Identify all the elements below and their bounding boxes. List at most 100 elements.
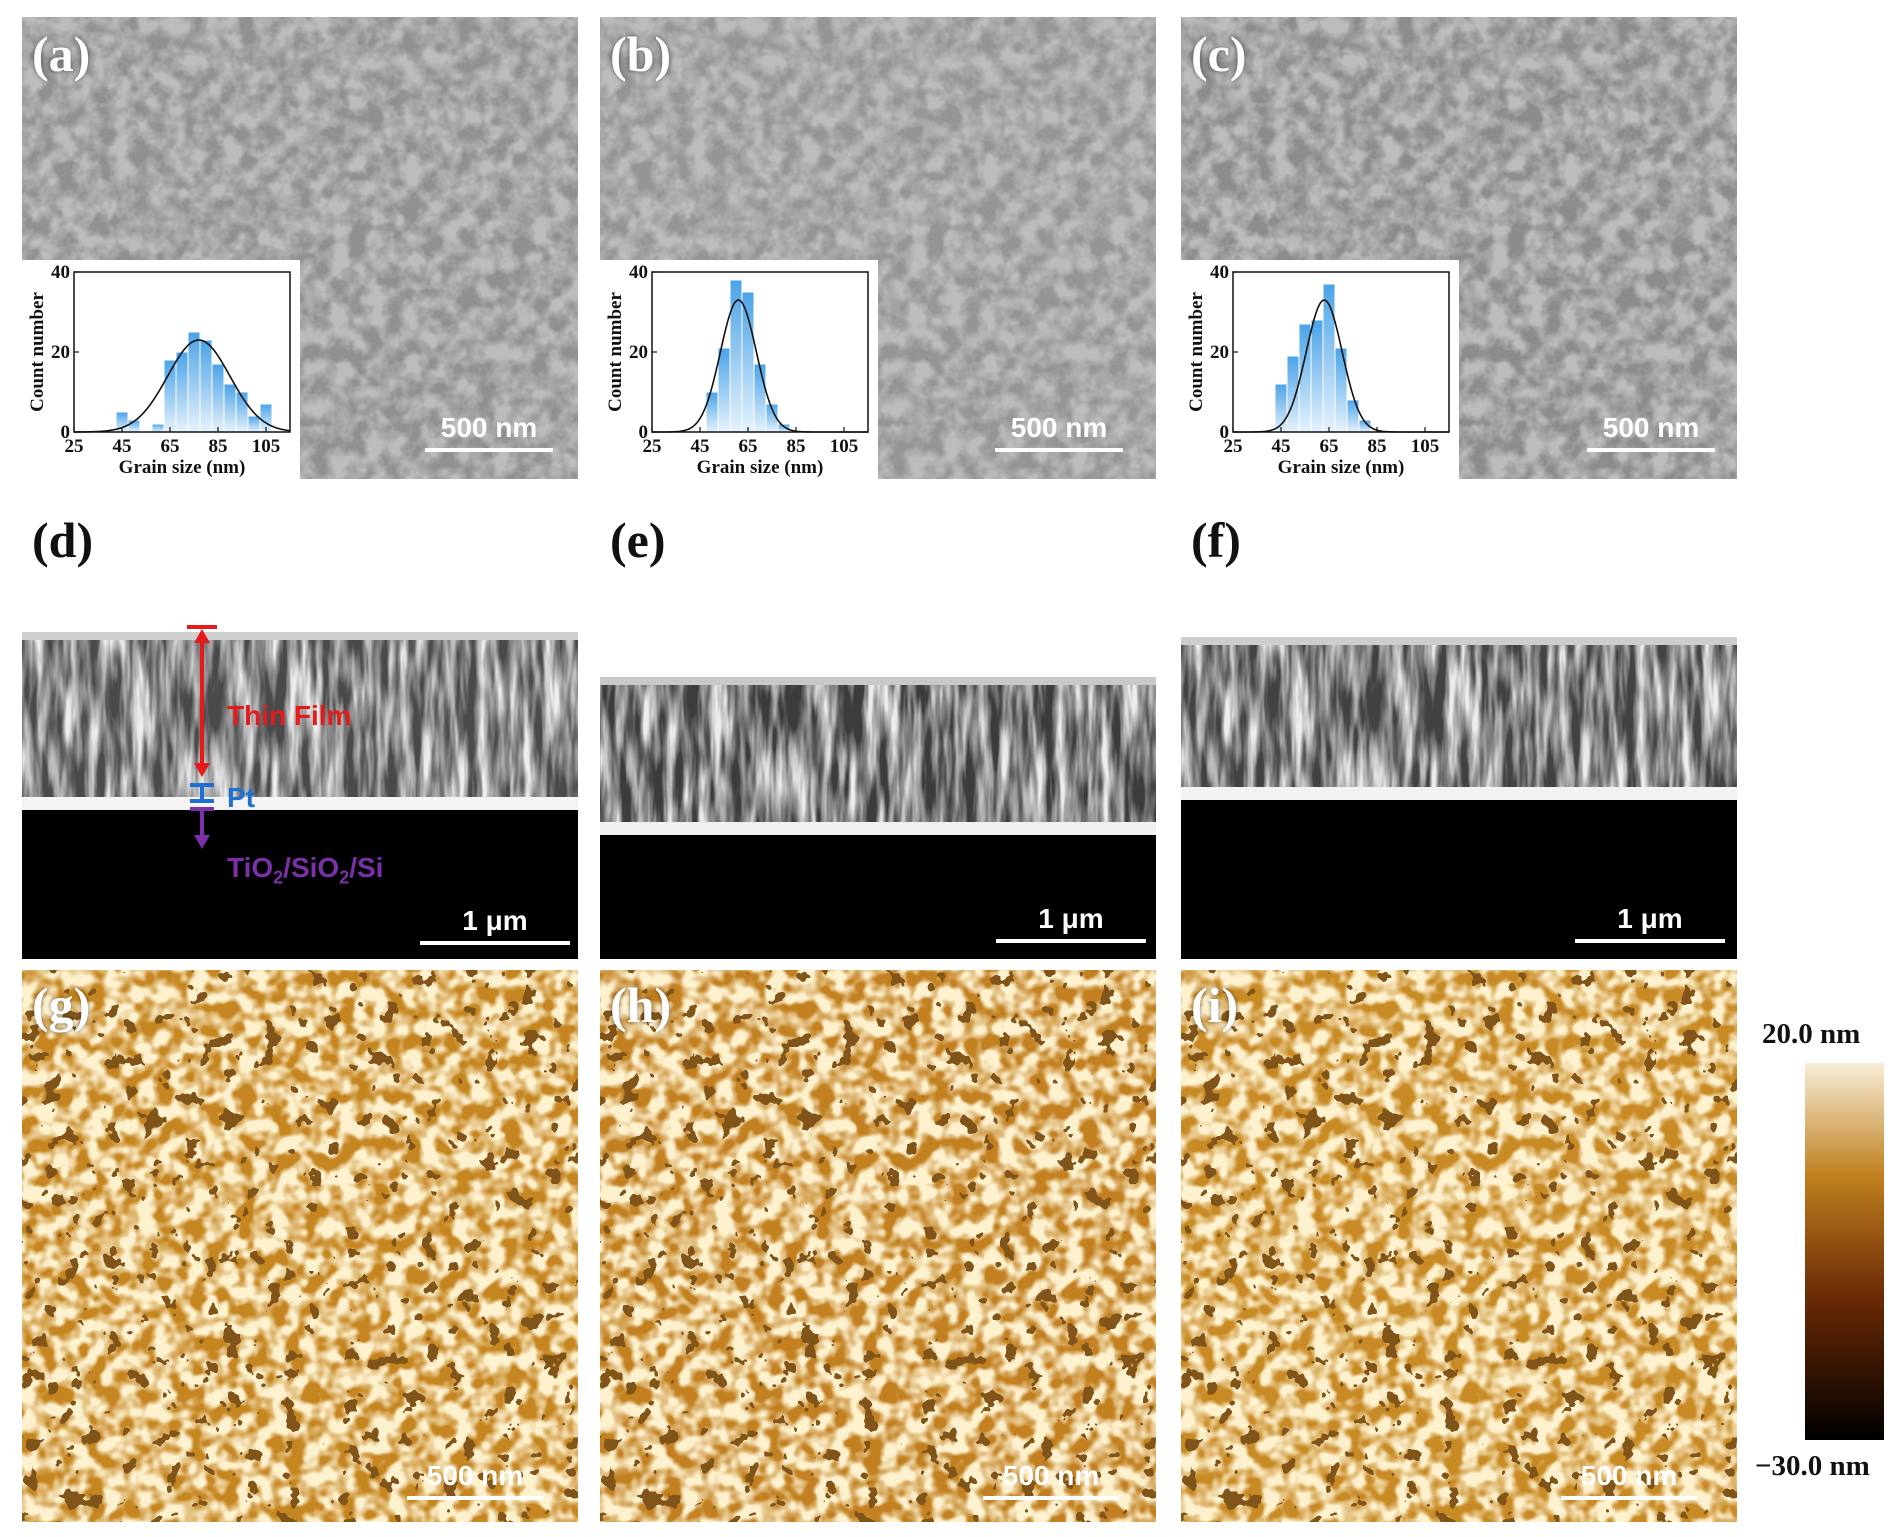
histogram-bar [223, 383, 237, 433]
x-tick-label: 65 [739, 436, 758, 457]
histogram-svg: 25 45 65 85 105 0 20 40 Grain size (nm) Count num… [27, 262, 291, 478]
cross-section-panel-f: (f) 1 μm [1181, 497, 1737, 959]
histogram-bar [1334, 347, 1348, 433]
histogram-bar [1346, 399, 1360, 433]
afm-panel-g: (g) 500 nm [22, 970, 578, 1522]
x-axis-label: Grain size (nm) [1278, 457, 1405, 478]
scale-bar-label: 500 nm [1602, 412, 1700, 443]
grain-size-histogram: 25 45 65 85 105 0 20 40 Grain size (nm) Count num… [22, 260, 300, 479]
panel-label: (i) [1191, 977, 1239, 1033]
y-tick-label: 0 [61, 422, 71, 443]
histogram-bar [1286, 355, 1300, 433]
height-colorbar [1805, 1063, 1884, 1440]
y-tick-label: 20 [629, 342, 648, 363]
x-axis-label: Grain size (nm) [697, 457, 824, 478]
scale-bar-line [1575, 939, 1725, 943]
afm-image [600, 970, 1156, 1522]
panel-label: (h) [610, 977, 672, 1033]
cross-section-image [22, 497, 578, 959]
cross-section-image [1181, 497, 1737, 959]
scale-bar-line [425, 448, 553, 452]
x-tick-label: 105 [1411, 436, 1440, 457]
afm-image [22, 970, 578, 1522]
grain-size-histogram: 25 45 65 85 105 0 20 40 Grain size (nm) Count num… [600, 260, 878, 479]
panel-label: (b) [610, 26, 672, 82]
panel-label: (d) [32, 512, 94, 568]
pt-marker [190, 783, 214, 803]
sem-panel-c: (c) 25 45 65 85 105 0 20 40 Grain size (nm) Count… [1181, 17, 1737, 479]
cross-section-panel-e: (e) 1 μm [600, 497, 1156, 959]
scale-bar-label: 500 nm [1010, 412, 1108, 443]
scale-bar-label: 500 nm [426, 1460, 524, 1491]
scale-bar-label: 500 nm [1002, 1460, 1100, 1491]
scale-bar-line [407, 1496, 543, 1500]
scale-bar-line [420, 941, 570, 945]
histogram-bar [705, 391, 719, 433]
pt-label: Pt [227, 782, 255, 813]
scale-bar: 1 μm [996, 903, 1146, 943]
thin-film-label: Thin Film [227, 700, 352, 731]
x-tick-label: 85 [787, 436, 806, 457]
x-tick-label: 45 [691, 436, 710, 457]
scale-bar-label: 500 nm [440, 412, 538, 443]
scale-bar-line [1561, 1496, 1697, 1500]
x-tick-label: 105 [252, 436, 281, 457]
sem-image [600, 17, 1156, 479]
histogram-bar [741, 291, 755, 433]
scale-bar-line [1587, 448, 1715, 452]
cross-section-panel-d: (d) Thin Film Pt TiO2/SiO2/Si 1 μm [22, 497, 578, 959]
scale-bar: 500 nm [1587, 412, 1715, 452]
afm-image [1181, 970, 1737, 1522]
histogram-bar [1310, 319, 1324, 433]
x-tick-label: 65 [1320, 436, 1339, 457]
y-tick-label: 0 [639, 422, 649, 443]
colorbar-min-label: −30.0 nm [1755, 1450, 1870, 1482]
sem-panel-b: (b) 25 45 65 85 105 0 20 40 Grain size (nm) Count… [600, 17, 1156, 479]
panel-label: (a) [32, 26, 91, 82]
histogram-bar [729, 279, 743, 433]
sem-image [22, 17, 578, 479]
y-axis-label: Count number [605, 292, 626, 412]
x-tick-label: 25 [1224, 436, 1243, 457]
x-tick-label: 25 [65, 436, 84, 457]
x-tick-label: 45 [113, 436, 132, 457]
histogram-bar [187, 331, 201, 433]
y-tick-label: 40 [629, 262, 648, 283]
gaussian-fit-curve [74, 339, 291, 433]
y-tick-label: 0 [1220, 422, 1230, 443]
scale-bar-label: 1 μm [1038, 903, 1104, 934]
x-tick-label: 45 [1272, 436, 1291, 457]
substrate-label: TiO2/SiO2/Si [227, 852, 384, 888]
scale-bar: 500 nm [995, 412, 1123, 452]
scale-bar-line [995, 448, 1123, 452]
x-tick-label: 105 [830, 436, 859, 457]
cross-section-image [600, 497, 1156, 959]
y-tick-label: 20 [51, 342, 70, 363]
afm-panel-h: (h) 500 nm [600, 970, 1156, 1522]
y-axis-label: Count number [27, 292, 48, 412]
afm-panel-i: (i) 500 nm [1181, 970, 1737, 1522]
colorbar-max-label: 20.0 nm [1762, 1018, 1861, 1050]
thin-film-arrow [187, 625, 217, 777]
panel-label: (c) [1191, 26, 1247, 82]
scale-bar: 500 nm [407, 1460, 543, 1500]
scale-bar-label: 500 nm [1580, 1460, 1678, 1491]
scale-bar: 1 μm [420, 905, 570, 945]
sem-panel-a: (a) 25 45 65 85 105 0 20 40 Grain size (nm) Count… [22, 17, 578, 479]
panel-label: (g) [32, 977, 91, 1033]
scale-bar: 1 μm [1575, 903, 1725, 943]
histogram-bar [175, 351, 189, 433]
x-tick-label: 85 [1368, 436, 1387, 457]
substrate-arrow [190, 807, 214, 849]
layer-arrows [187, 625, 217, 849]
scale-bar-line [996, 939, 1146, 943]
y-axis-label: Count number [1186, 292, 1207, 412]
y-tick-label: 40 [51, 262, 70, 283]
scale-bar: 500 nm [1561, 1460, 1697, 1500]
scale-bar-label: 1 μm [462, 905, 528, 936]
histogram-bar [199, 339, 213, 433]
grain-size-histogram: 25 45 65 85 105 0 20 40 Grain size (nm) Count num… [1181, 260, 1459, 479]
x-tick-label: 65 [161, 436, 180, 457]
histogram-svg: 25 45 65 85 105 0 20 40 Grain size (nm) Count num… [1186, 262, 1450, 478]
scale-bar: 500 nm [983, 1460, 1119, 1500]
